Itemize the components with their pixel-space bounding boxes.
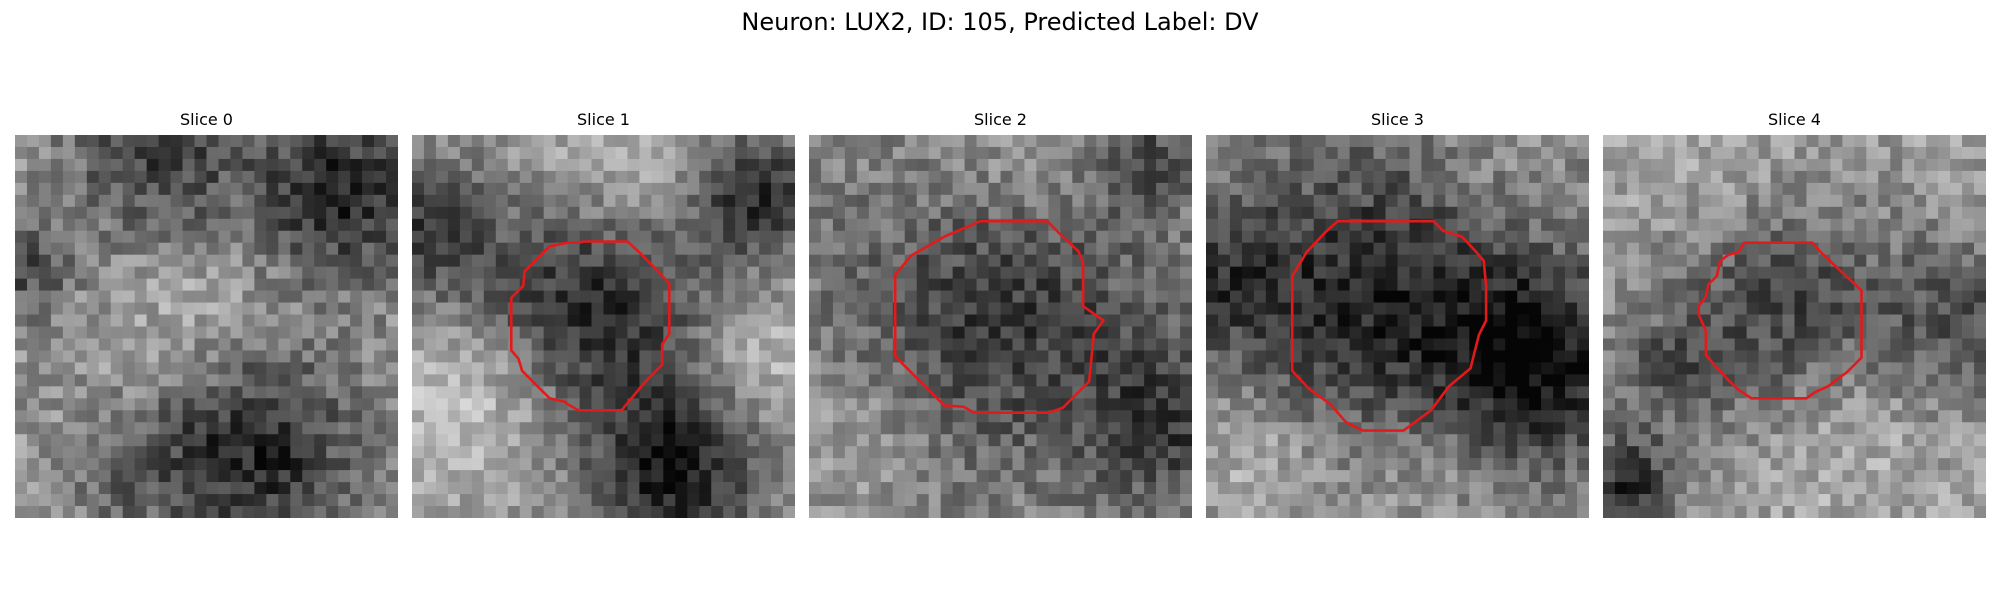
figure-title: Neuron: LUX2, ID: 105, Predicted Label: … — [741, 8, 1259, 36]
slice-title: Slice 0 — [180, 110, 233, 129]
slice-image — [1603, 135, 1986, 518]
slice-image — [15, 135, 398, 518]
slice-panel-3: Slice 3 — [1206, 108, 1589, 518]
slice-panel-2: Slice 2 — [809, 108, 1192, 518]
slice-panel-4: Slice 4 — [1603, 108, 1986, 518]
neuron-contour — [510, 240, 671, 412]
slice-title: Slice 2 — [974, 110, 1027, 129]
slice-image — [412, 135, 795, 518]
slice-panel-1: Slice 1 — [412, 108, 795, 518]
neuron-contour — [1290, 219, 1488, 432]
slice-title: Slice 4 — [1768, 110, 1821, 129]
slice-title: Slice 1 — [577, 110, 630, 129]
slice-panel-0: Slice 0 — [15, 108, 398, 518]
slice-image — [809, 135, 1192, 518]
slice-title: Slice 3 — [1371, 110, 1424, 129]
neuron-contour — [893, 219, 1105, 415]
neuron-contour — [1697, 241, 1863, 400]
slice-image — [1206, 135, 1589, 518]
